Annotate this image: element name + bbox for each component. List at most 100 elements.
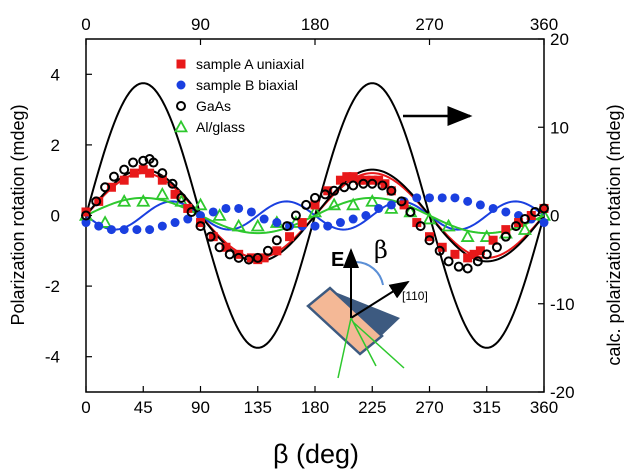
data-point bbox=[405, 206, 416, 217]
data-point bbox=[450, 193, 460, 203]
data-point bbox=[262, 245, 273, 256]
data-point bbox=[460, 229, 475, 242]
data-point bbox=[155, 186, 170, 200]
data-point bbox=[145, 168, 155, 178]
data-point bbox=[437, 193, 447, 203]
data-point bbox=[132, 225, 142, 235]
data-point bbox=[243, 254, 254, 265]
data-point bbox=[224, 249, 235, 260]
data-markers bbox=[78, 154, 552, 274]
y2-tick-label: 0 bbox=[550, 207, 559, 226]
data-point bbox=[81, 218, 91, 228]
data-point bbox=[221, 203, 231, 213]
y2-tick-label: 20 bbox=[550, 30, 569, 49]
data-point bbox=[271, 235, 282, 246]
data-point bbox=[441, 218, 456, 232]
data-point bbox=[453, 261, 464, 272]
legend-item: sample B biaxial bbox=[176, 77, 298, 93]
data-point bbox=[272, 218, 282, 228]
data-point bbox=[94, 221, 104, 231]
data-point bbox=[297, 218, 307, 228]
legend-marker bbox=[176, 59, 186, 69]
legend-item: sample A uniaxial bbox=[176, 56, 304, 72]
y2-tick-label: -20 bbox=[550, 383, 575, 402]
y-axis-right: -20 -10 0 10 20 bbox=[538, 30, 575, 402]
data-point bbox=[329, 185, 340, 196]
data-point bbox=[374, 203, 384, 213]
data-point bbox=[367, 178, 378, 189]
data-point bbox=[323, 221, 333, 231]
data-point bbox=[386, 200, 396, 210]
data-point bbox=[167, 178, 178, 189]
data-point bbox=[475, 246, 485, 256]
legend: sample A uniaxial sample B biaxial GaAs Al/… bbox=[173, 56, 304, 135]
data-point bbox=[348, 172, 358, 182]
data-point bbox=[157, 168, 168, 179]
x-tick-label: 0 bbox=[81, 398, 90, 417]
data-point bbox=[195, 221, 206, 232]
data-point bbox=[81, 210, 91, 221]
data-point bbox=[472, 256, 483, 267]
x-tick-label: 180 bbox=[301, 398, 329, 417]
data-point bbox=[145, 225, 155, 235]
data-point bbox=[233, 252, 244, 263]
data-point bbox=[138, 165, 148, 175]
data-point bbox=[488, 235, 498, 245]
data-point bbox=[98, 215, 113, 228]
data-point bbox=[307, 204, 323, 218]
data-point bbox=[183, 214, 193, 224]
angle-label: β bbox=[374, 236, 388, 264]
x-top-tick-label: 0 bbox=[81, 15, 90, 34]
legend-label: GaAs bbox=[196, 98, 231, 114]
data-point bbox=[117, 194, 132, 207]
data-point bbox=[170, 189, 180, 199]
data-point bbox=[196, 211, 205, 220]
data-point bbox=[348, 214, 358, 224]
data-point bbox=[106, 225, 116, 235]
y2-tick-label: 10 bbox=[550, 118, 569, 137]
x-tick-label: 270 bbox=[415, 398, 443, 417]
y-tick-label: 0 bbox=[51, 207, 60, 226]
data-point bbox=[231, 218, 246, 232]
data-point bbox=[355, 175, 365, 185]
data-point bbox=[100, 182, 111, 193]
data-point bbox=[320, 189, 331, 200]
data-point bbox=[285, 232, 295, 242]
data-point bbox=[539, 218, 549, 228]
data-point bbox=[253, 255, 263, 265]
legend-marker bbox=[173, 119, 189, 133]
y-tick-label: 2 bbox=[51, 136, 60, 155]
data-point bbox=[491, 242, 502, 253]
data-point bbox=[511, 221, 522, 232]
x-top-tick-label: 90 bbox=[191, 15, 210, 34]
data-point bbox=[412, 218, 422, 228]
reflected-beam-2 bbox=[352, 321, 405, 369]
data-point bbox=[246, 253, 256, 263]
y2-axis-label: calc. polarization rotation (mdeg) bbox=[604, 104, 624, 365]
data-point bbox=[346, 197, 361, 211]
data-point bbox=[285, 221, 295, 231]
data-point bbox=[148, 157, 159, 168]
data-point bbox=[259, 214, 269, 224]
data-point bbox=[290, 210, 301, 221]
y-tick-label: -4 bbox=[45, 348, 60, 367]
data-point bbox=[380, 179, 390, 189]
x-tick-label: 315 bbox=[473, 398, 501, 417]
x-tick-label: 360 bbox=[530, 398, 558, 417]
data-point bbox=[176, 192, 187, 203]
data-point bbox=[157, 221, 167, 231]
data-point bbox=[488, 203, 498, 213]
data-point bbox=[221, 242, 231, 252]
data-point bbox=[234, 203, 244, 213]
data-point bbox=[412, 193, 422, 203]
x-tick-label: 135 bbox=[244, 398, 272, 417]
data-point bbox=[365, 194, 380, 207]
beta-arc bbox=[355, 261, 384, 286]
data-point bbox=[327, 197, 342, 211]
data-point bbox=[526, 211, 536, 220]
data-point bbox=[530, 206, 541, 217]
data-point bbox=[246, 207, 256, 217]
data-point bbox=[310, 221, 320, 231]
data-point bbox=[422, 211, 437, 225]
